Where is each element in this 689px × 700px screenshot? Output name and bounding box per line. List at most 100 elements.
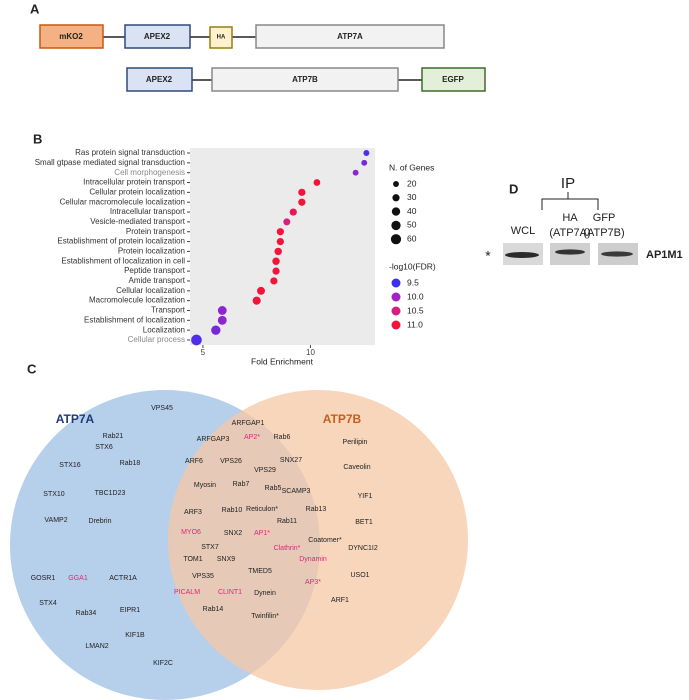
dot bbox=[276, 237, 284, 246]
domain-box bbox=[255, 24, 445, 49]
protein-label: AP1M1 bbox=[646, 249, 683, 261]
venn-item: YIF1 bbox=[358, 493, 373, 500]
legend-label: 9.5 bbox=[407, 277, 419, 287]
y-tick-label: Small gtpase mediated signal transductio… bbox=[35, 158, 185, 167]
y-tick-label: Establishment of protein localization bbox=[57, 237, 185, 246]
y-tick-label: Intracellular protein transport bbox=[83, 178, 186, 187]
dot bbox=[272, 267, 280, 275]
legend-dot bbox=[391, 220, 401, 231]
venn-item: Coatomer* bbox=[308, 537, 342, 544]
legend-label: 11.0 bbox=[407, 319, 423, 329]
venn-item: AP3* bbox=[305, 579, 321, 586]
venn-item: STX6 bbox=[95, 444, 113, 451]
venn-item: SNX2 bbox=[224, 530, 242, 537]
venn-item: Rab11 bbox=[277, 518, 297, 525]
y-tick-label: Amide transport bbox=[129, 276, 186, 285]
domain-label: ATP7A bbox=[337, 32, 363, 41]
venn-item: ARFGAP3 bbox=[197, 436, 230, 443]
venn-item: VPS45 bbox=[151, 405, 173, 412]
domain-box bbox=[211, 67, 399, 92]
venn-item: TBC1D23 bbox=[95, 490, 126, 497]
dot bbox=[252, 296, 261, 305]
y-tick-label: Cellular localization bbox=[116, 286, 185, 295]
dot bbox=[257, 286, 265, 295]
blot-band bbox=[505, 252, 539, 258]
venn-item: VAMP2 bbox=[44, 517, 67, 524]
lane-sublabel: (ATP7B) bbox=[583, 227, 624, 239]
venn-item: Caveolin bbox=[343, 464, 370, 471]
legend-dot bbox=[391, 207, 401, 216]
venn-item: Rab21 bbox=[103, 433, 124, 440]
legend-swatch bbox=[391, 278, 401, 288]
dot bbox=[274, 247, 282, 256]
dot bbox=[217, 315, 227, 325]
y-tick-label: Cellular macromolecule localization bbox=[60, 197, 185, 206]
venn-item: STX16 bbox=[59, 462, 81, 469]
legend-label: 10.0 bbox=[407, 291, 424, 301]
venn-item: USO1 bbox=[350, 572, 369, 579]
y-tick-label: Cellular protein localization bbox=[89, 187, 185, 196]
venn-item: DYNC1I2 bbox=[348, 545, 378, 552]
y-tick-label: Protein localization bbox=[118, 247, 185, 256]
construct-2 bbox=[126, 67, 486, 92]
venn-circle bbox=[168, 390, 468, 690]
dot bbox=[363, 150, 370, 156]
lane-label: WCL bbox=[511, 225, 535, 237]
venn-item: Rab14 bbox=[203, 606, 224, 613]
venn-item: ARFGAP1 bbox=[232, 420, 265, 427]
dot bbox=[217, 306, 227, 315]
y-tick-label: Establishment of localization bbox=[84, 315, 185, 324]
legend-label: 20 bbox=[407, 178, 417, 188]
venn-item: SNX9 bbox=[217, 556, 235, 563]
legend-title: N. of Genes bbox=[389, 162, 434, 172]
y-tick-label: Intracellular transport bbox=[110, 207, 186, 216]
dot bbox=[361, 159, 368, 166]
dot bbox=[272, 257, 280, 265]
dot bbox=[211, 325, 221, 335]
panel-label: B bbox=[33, 131, 42, 146]
legend-dot bbox=[392, 194, 400, 202]
venn-item: Dynein bbox=[254, 590, 276, 597]
venn-item: CLINT1 bbox=[218, 589, 242, 596]
venn-item: VPS29 bbox=[254, 467, 276, 474]
venn-item: KIF2C bbox=[153, 660, 173, 667]
venn-item: Clathrin* bbox=[274, 545, 301, 552]
blot-band bbox=[601, 251, 633, 257]
y-tick-label: Ras protein signal transduction bbox=[75, 148, 185, 157]
lane-label: GFP bbox=[593, 212, 616, 224]
legend-title: -log10(FDR) bbox=[389, 261, 436, 271]
panel-label: C bbox=[27, 361, 37, 376]
construct-1 bbox=[39, 24, 445, 49]
venn-item: TMED5 bbox=[248, 568, 272, 575]
domain-label: mKO2 bbox=[59, 32, 83, 41]
dot bbox=[313, 179, 321, 186]
legend-swatch bbox=[391, 306, 401, 316]
venn-item: VPS26 bbox=[220, 458, 242, 465]
ip-label: IP bbox=[561, 175, 575, 192]
dot bbox=[298, 198, 306, 206]
venn-item: ARF6 bbox=[185, 458, 203, 465]
blot bbox=[503, 243, 638, 265]
venn-item: Reticulon* bbox=[246, 506, 278, 513]
venn-item: EIPR1 bbox=[120, 607, 140, 614]
domain-label: APEX2 bbox=[146, 75, 173, 84]
dot bbox=[276, 228, 284, 236]
y-tick-label: Vesicle-mediated transport bbox=[90, 217, 185, 226]
legend-swatch bbox=[391, 320, 401, 330]
venn-item: Twinfilin* bbox=[251, 613, 279, 620]
venn-item: ACTR1A bbox=[109, 575, 137, 582]
lane-label: HA bbox=[562, 212, 578, 224]
band-marker: * bbox=[485, 248, 491, 264]
venn-item: STX10 bbox=[43, 491, 65, 498]
venn-item: KIF1B bbox=[125, 632, 145, 639]
domain-box bbox=[209, 26, 233, 49]
x-tick-label: 5 bbox=[201, 348, 206, 357]
venn-item: SCAMP3 bbox=[282, 488, 311, 495]
domain-box bbox=[39, 24, 104, 49]
venn-item: TOM1 bbox=[183, 556, 202, 563]
venn-item: Rab18 bbox=[120, 460, 141, 467]
venn-item: Rab6 bbox=[274, 434, 291, 441]
domain-label: EGFP bbox=[442, 75, 464, 84]
venn-item: Rab13 bbox=[306, 506, 327, 513]
